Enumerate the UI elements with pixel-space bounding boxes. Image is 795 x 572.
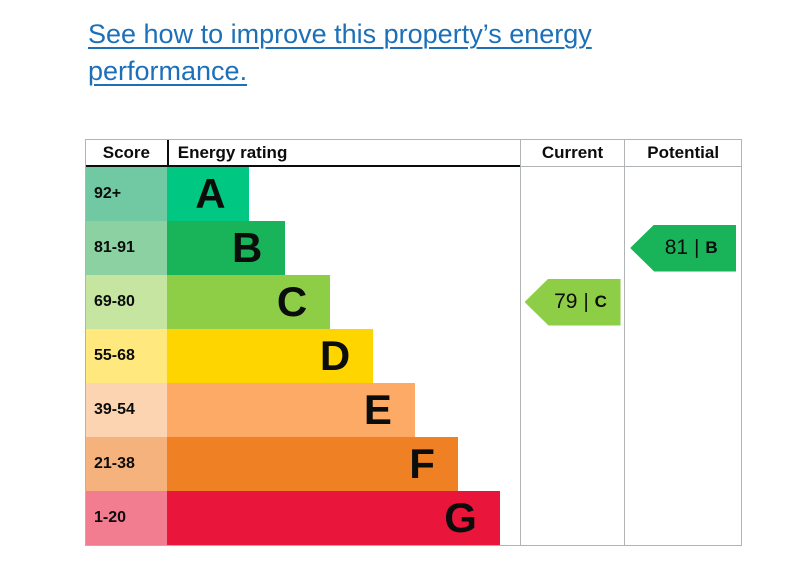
band-letter: B: [232, 224, 263, 271]
band-letter: D: [319, 332, 351, 379]
band-score-range: 39-54: [86, 383, 167, 437]
band-bar-track: F: [166, 437, 520, 491]
band-bar: G: [166, 491, 500, 545]
epc-band-row: 81-91 B 81 | B: [86, 221, 741, 275]
current-rating-cell: [519, 383, 625, 437]
band-bar-track: C: [166, 275, 520, 329]
potential-rating-cell: [624, 383, 741, 437]
band-bar: D: [166, 329, 374, 383]
band-bar-track: B: [166, 221, 520, 275]
epc-rows: 92+ A 81-: [86, 167, 741, 545]
band-letter: G: [444, 494, 477, 541]
epc-band-row: 39-54 E: [86, 383, 741, 437]
epc-rating-table: Score Energy rating Current Potential 92…: [85, 139, 742, 546]
band-bar-track: A: [166, 167, 520, 221]
band-bar: E: [166, 383, 415, 437]
band-letter: E: [363, 386, 392, 433]
band-letter: C: [276, 278, 308, 325]
header-energy-rating: Energy rating: [166, 140, 520, 167]
band-bar-track: D: [166, 329, 520, 383]
header-current: Current: [519, 140, 625, 167]
arrow-pipe: |: [694, 236, 700, 259]
potential-rating-cell: [624, 437, 741, 491]
band-bar: B: [166, 221, 286, 275]
band-score-range: 81-91: [86, 221, 167, 275]
band-score-range: 21-38: [86, 437, 167, 491]
potential-rating-cell: [624, 491, 741, 545]
current-rating-cell: 79 | C: [519, 275, 625, 329]
improve-property-link[interactable]: See how to improve this property’s energ…: [88, 19, 592, 86]
current-rating-cell: [519, 167, 625, 221]
potential-rating-band: B: [705, 238, 718, 257]
band-bar: A: [166, 167, 249, 221]
potential-rating-arrow: 81 | B: [630, 224, 737, 272]
current-rating-band: C: [594, 292, 607, 311]
epc-band-row: 55-68 D: [86, 329, 741, 383]
band-score-range: 1-20: [86, 491, 167, 545]
epc-band-row: 69-80 C 79 | C: [86, 275, 741, 329]
header-potential: Potential: [624, 140, 741, 167]
current-rating-arrow: 79 | C: [524, 278, 621, 326]
band-bar-track: G: [166, 491, 520, 545]
current-rating-cell: [519, 491, 625, 545]
potential-rating-cell: [624, 167, 741, 221]
band-score-range: 55-68: [86, 329, 167, 383]
band-score-range: 92+: [86, 167, 167, 221]
current-rating-cell: [519, 329, 625, 383]
potential-rating-cell: [624, 329, 741, 383]
band-score-range: 69-80: [86, 275, 167, 329]
potential-rating-cell: [624, 275, 741, 329]
current-rating-cell: [519, 437, 625, 491]
band-bar: C: [166, 275, 331, 329]
epc-band-row: 21-38 F: [86, 437, 741, 491]
header-score: Score: [86, 140, 167, 167]
current-rating-value: 79: [554, 290, 578, 313]
band-letter: F: [409, 440, 435, 487]
band-letter: A: [195, 170, 226, 217]
potential-rating-value: 81: [664, 236, 689, 259]
epc-band-row: 92+ A: [86, 167, 741, 221]
band-bar: F: [166, 437, 458, 491]
arrow-pipe: |: [583, 290, 589, 313]
epc-table-header: Score Energy rating Current Potential: [86, 140, 741, 167]
band-bar-track: E: [166, 383, 520, 437]
current-rating-cell: [519, 221, 625, 275]
epc-band-row: 1-20 G: [86, 491, 741, 545]
potential-rating-cell: 81 | B: [624, 221, 741, 275]
